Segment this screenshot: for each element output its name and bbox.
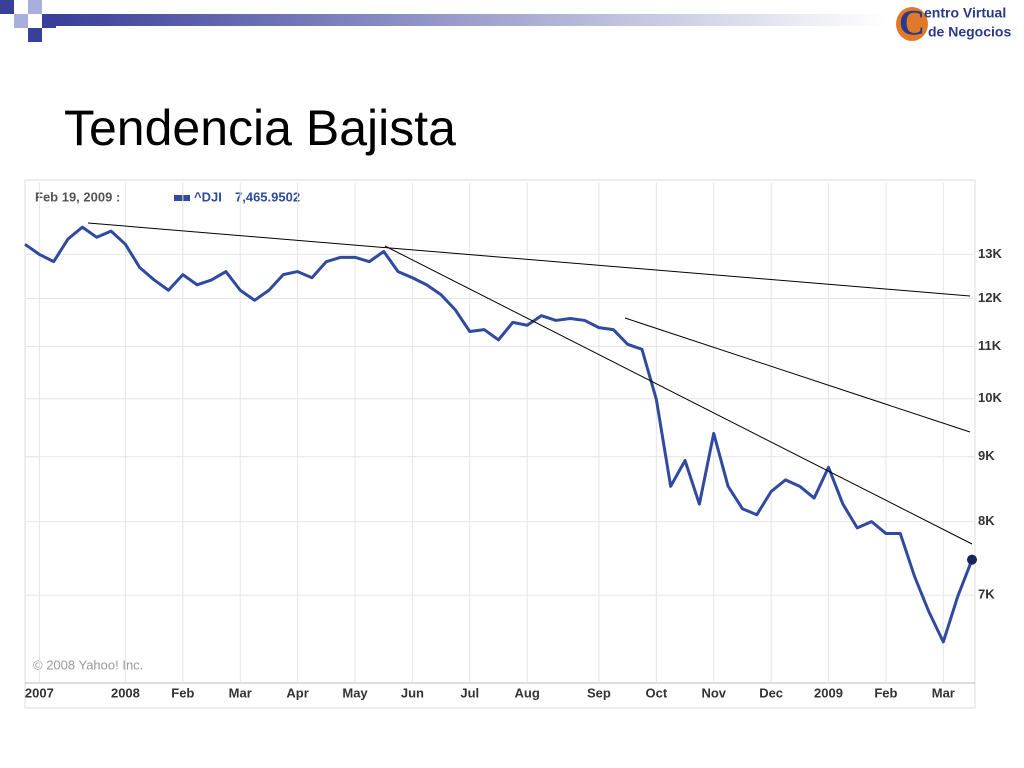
y-tick-label: 10K	[978, 390, 1002, 405]
decor-square	[28, 28, 42, 42]
data-line	[24, 225, 974, 644]
logo-mark	[896, 7, 928, 41]
last-point	[967, 554, 977, 565]
date-label: Feb 19, 2009 :	[35, 189, 120, 204]
decor-square	[0, 0, 14, 14]
x-tick-label: Mar	[932, 685, 955, 700]
x-tick-label: Jun	[401, 685, 424, 700]
y-tick-label: 8K	[978, 513, 995, 528]
trend-lines	[87, 222, 973, 545]
header-bar	[56, 14, 886, 26]
slide-title: Tendencia Bajista	[64, 100, 456, 156]
x-tick-label: Oct	[645, 685, 667, 700]
copyright: © 2008 Yahoo! Inc.	[33, 657, 143, 672]
x-tick-label: Aug	[515, 685, 540, 700]
x-tick-label: Feb	[171, 685, 194, 700]
decor-square	[14, 14, 28, 28]
x-tick-label: 2009	[814, 685, 843, 700]
legend-label: ^DJI	[194, 189, 222, 204]
y-tick-label: 9K	[978, 448, 995, 463]
plot: 2007 2008 Feb Mar Apr May Jun Jul Aug Sep Oct Nov De…	[24, 183, 1002, 700]
trend-line	[87, 222, 971, 297]
value-label: 7,465.9502	[235, 189, 300, 204]
y-tick-label: 12K	[978, 290, 1002, 305]
y-tick-label: 13K	[978, 246, 1002, 261]
x-tick-label: Dec	[759, 685, 783, 700]
chart-frame	[24, 179, 976, 709]
trend-line	[624, 317, 971, 433]
trend-line	[384, 245, 973, 545]
logo-text: entro Virtual	[924, 5, 1006, 21]
legend-swatch	[174, 195, 190, 201]
x-tick-label: Feb	[874, 685, 897, 700]
x-tick-label: Apr	[286, 685, 308, 700]
y-tick-label: 7K	[978, 587, 995, 602]
x-tick-label: 2008	[111, 685, 140, 700]
x-tick-label: Nov	[701, 685, 726, 700]
x-tick-label: Sep	[587, 685, 611, 700]
x-tick-label: Jul	[460, 685, 479, 700]
x-tick-label: Mar	[229, 685, 252, 700]
x-tick-label: 2007	[25, 685, 54, 700]
decor-square	[42, 14, 56, 28]
y-tick-label: 11K	[978, 338, 1002, 353]
logo-initial: C	[899, 2, 925, 42]
x-tick-label: May	[342, 685, 368, 700]
decor-square	[28, 0, 42, 14]
logo-text: de Negocios	[928, 24, 1011, 40]
